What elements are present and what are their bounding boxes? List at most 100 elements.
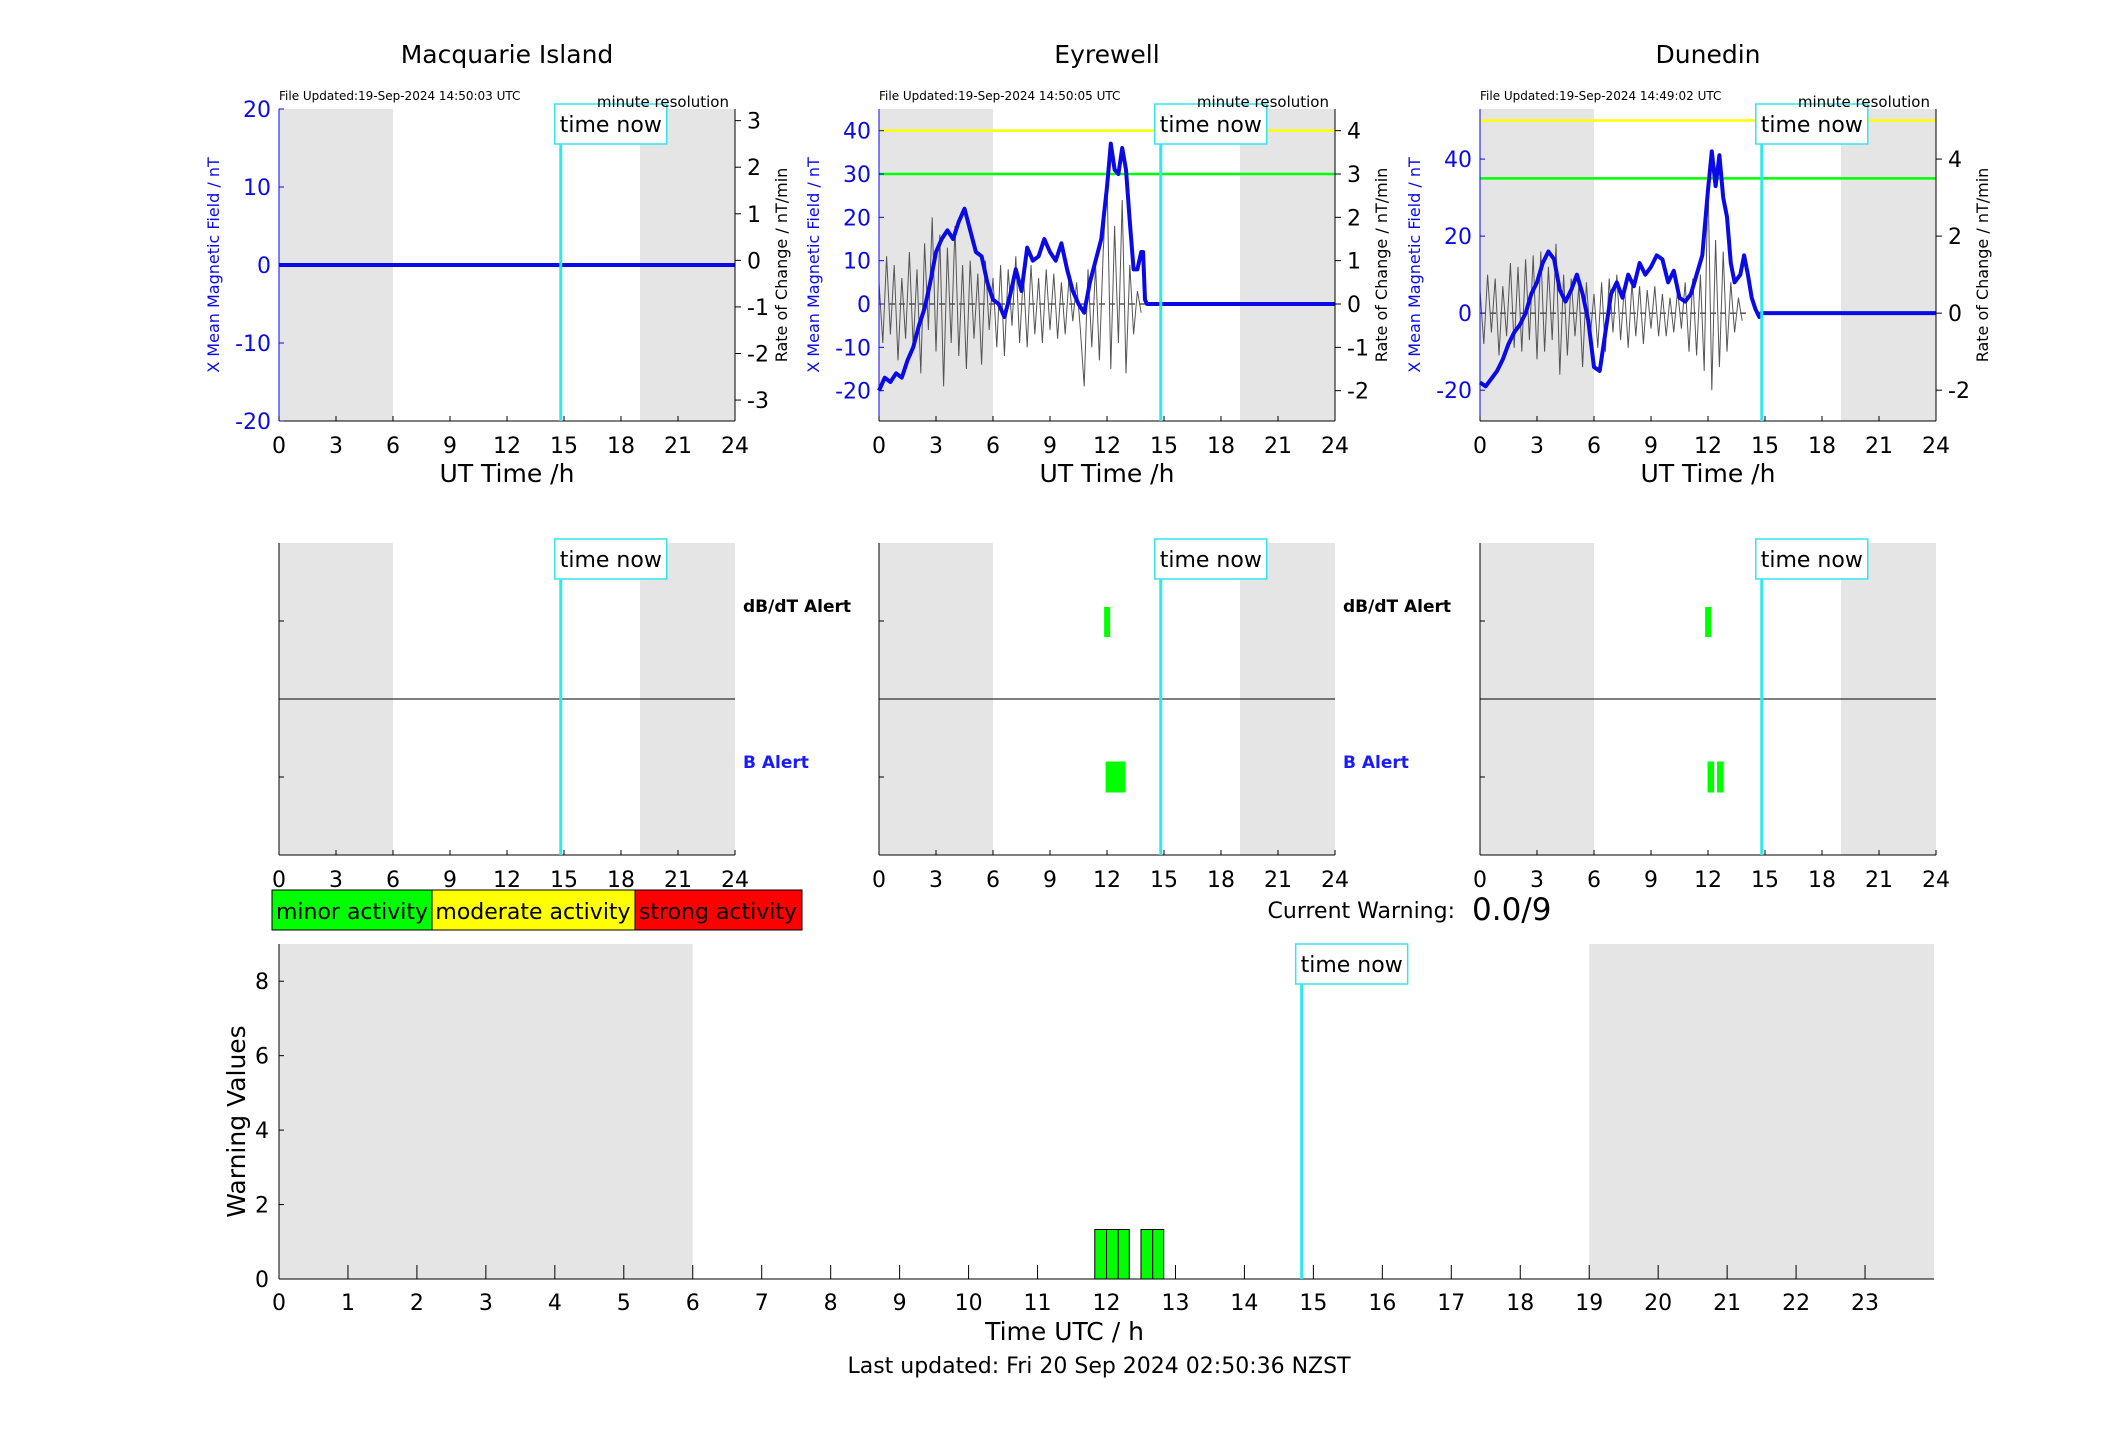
- x-tick-label: 12: [1694, 434, 1722, 459]
- legend-minor-label: minor activity: [276, 900, 428, 925]
- x-tick-label: 9: [1644, 434, 1658, 459]
- dbdt-alert-bar: [1104, 607, 1111, 637]
- mag-tick-label: -20: [835, 380, 871, 405]
- x-tick-label: 0: [872, 434, 886, 459]
- x-axis-label: UT Time /h: [440, 459, 575, 488]
- x-tick-label: 21: [664, 434, 692, 459]
- x-tick-label: 6: [386, 434, 400, 459]
- x-tick-label: 18: [1506, 1291, 1534, 1316]
- x-tick-label: 15: [1299, 1291, 1327, 1316]
- mag-tick-label: 40: [843, 120, 871, 145]
- rate-tick-label: -2: [747, 342, 769, 367]
- rate-tick-label: 0: [747, 249, 761, 274]
- x-tick-label: 12: [1093, 434, 1121, 459]
- right-axis-label: Rate of Change / nT/min: [772, 168, 791, 363]
- x-tick-label: 3: [929, 434, 943, 459]
- x-axis-label: UT Time /h: [1040, 459, 1175, 488]
- x-tick-label: 21: [1264, 434, 1292, 459]
- x-tick-label: 0: [272, 1291, 286, 1316]
- x-tick-label: 16: [1368, 1291, 1396, 1316]
- x-tick-label: 13: [1161, 1291, 1189, 1316]
- b-alert-bar: [1104, 760, 1127, 794]
- x-tick-label: 18: [1808, 868, 1836, 893]
- rate-tick-label: -1: [1347, 336, 1369, 361]
- x-tick-label: 12: [1694, 868, 1722, 893]
- x-tick-label: 0: [872, 868, 886, 893]
- current-warning-value: 0.0/9: [1472, 892, 1551, 928]
- x-tick-label: 9: [443, 868, 457, 893]
- x-tick-label: 4: [548, 1291, 562, 1316]
- rate-tick-label: -3: [747, 389, 769, 414]
- mag-tick-label: 20: [843, 206, 871, 231]
- left-axis-label: X Mean Magnetic Field / nT: [1405, 157, 1424, 373]
- left-axis-label: X Mean Magnetic Field / nT: [804, 157, 823, 373]
- resolution-label: minute resolution: [1798, 93, 1930, 111]
- x-tick-label: 6: [686, 1291, 700, 1316]
- x-tick-label: 9: [893, 1291, 907, 1316]
- x-tick-label: 6: [1587, 868, 1601, 893]
- time-now-box: [1294, 943, 1409, 985]
- right-axis-label: Rate of Change / nT/min: [1973, 168, 1992, 363]
- rate-tick-label: 3: [1347, 163, 1361, 188]
- night-shading: [1589, 944, 1934, 1279]
- x-tick-label: 24: [1321, 434, 1349, 459]
- time-now-label: time now: [560, 548, 662, 573]
- alert-panel-1: time now dB/dT Alert B Alert 0 3 6 9 12 15 18 21 24: [872, 538, 1451, 893]
- alert-panels: time now dB/dT Alert B Alert 0 3 6 9 12 15 18 21 24…: [272, 538, 1950, 893]
- x-axis-label: UT Time /h: [1641, 459, 1776, 488]
- rate-tick-label: 0: [1948, 302, 1962, 327]
- x-tick-label: 6: [386, 868, 400, 893]
- warning-bar: [1140, 1228, 1154, 1280]
- x-tick-label: 10: [955, 1291, 983, 1316]
- x-tick-label: 3: [479, 1291, 493, 1316]
- legend-minor-swatch: [271, 889, 433, 931]
- time-now-box: [554, 538, 668, 580]
- time-now-label: time now: [1301, 953, 1403, 978]
- x-tick-label: 24: [721, 868, 749, 893]
- mag-tick-label: -20: [1436, 379, 1472, 404]
- time-now-box: [1755, 103, 1869, 145]
- x-tick-label: 24: [1922, 434, 1950, 459]
- x-tick-label: 0: [272, 434, 286, 459]
- time-now-label: time now: [1761, 548, 1863, 573]
- mag-tick-label: 10: [843, 250, 871, 275]
- x-tick-label: 21: [1713, 1291, 1741, 1316]
- legend-strong-label: strong activity: [639, 900, 797, 925]
- b-alert-bar: [1706, 760, 1716, 794]
- x-tick-label: 3: [329, 868, 343, 893]
- x-tick-label: 23: [1851, 1291, 1879, 1316]
- y-tick-label: 0: [255, 1268, 269, 1293]
- dbdt-alert-bar: [1705, 607, 1712, 637]
- y-tick-label: 4: [255, 1119, 269, 1144]
- right-axis-label: Rate of Change / nT/min: [1372, 168, 1391, 363]
- time-now-box: [554, 103, 668, 145]
- station-title: Dunedin: [1656, 40, 1761, 69]
- mag-tick-label: 0: [1458, 302, 1472, 327]
- x-tick-label: 24: [1321, 868, 1349, 893]
- y-tick-label: 8: [255, 970, 269, 995]
- magnetic-field-series: [1478, 149, 1936, 389]
- rate-tick-label: 4: [1948, 148, 1962, 173]
- x-tick-label: 15: [550, 434, 578, 459]
- station-panel-2: Dunedin time now File Updated:19-Sep-2024 …: [1405, 40, 1992, 488]
- x-tick-label: 14: [1230, 1291, 1258, 1316]
- x-tick-label: 17: [1437, 1291, 1465, 1316]
- x-tick-label: 15: [1751, 434, 1779, 459]
- night-shading: [1841, 109, 1936, 421]
- x-tick-label: 6: [1587, 434, 1601, 459]
- x-tick-label: 18: [1808, 434, 1836, 459]
- mag-tick-label: -10: [235, 332, 271, 357]
- rate-tick-label: 1: [747, 203, 761, 228]
- rate-tick-label: -2: [1347, 380, 1369, 405]
- x-tick-label: 24: [721, 434, 749, 459]
- x-tick-label: 22: [1782, 1291, 1810, 1316]
- x-tick-label: 21: [664, 868, 692, 893]
- time-now-box: [1755, 538, 1869, 580]
- b-alert-bar: [1716, 760, 1725, 794]
- left-axis-label: X Mean Magnetic Field / nT: [204, 157, 223, 373]
- file-updated-label: File Updated:19-Sep-2024 14:50:03 UTC: [279, 89, 520, 103]
- b-alert-label: B Alert: [1343, 753, 1409, 773]
- x-tick-label: 7: [755, 1291, 769, 1316]
- rate-tick-label: 1: [1347, 250, 1361, 275]
- x-tick-label: 3: [1530, 434, 1544, 459]
